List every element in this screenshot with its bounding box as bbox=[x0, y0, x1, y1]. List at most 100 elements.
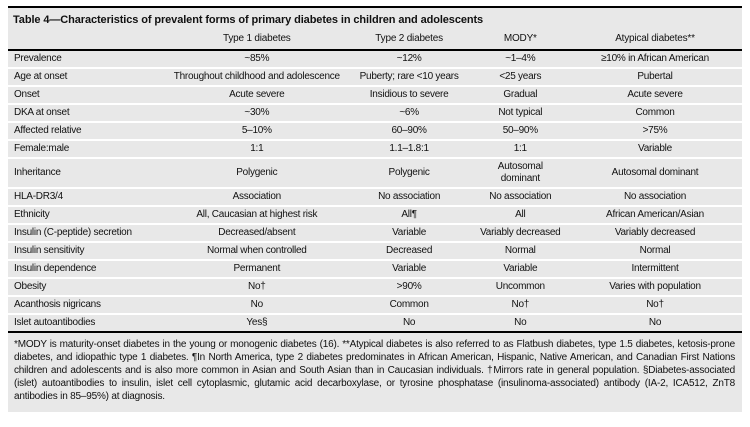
cell-value: Common bbox=[345, 296, 473, 315]
cell-value: Acute severe bbox=[568, 86, 742, 105]
cell-value: Association bbox=[168, 188, 346, 207]
cell-value: ~12% bbox=[345, 50, 473, 69]
column-header-atypical-diabetes: Atypical diabetes** bbox=[568, 32, 742, 51]
cell-value: 50–90% bbox=[472, 122, 568, 141]
cell-value: No† bbox=[472, 296, 568, 315]
row-label: Affected relative bbox=[8, 122, 168, 141]
cell-value: 5–10% bbox=[168, 122, 346, 141]
table-title: Table 4—Characteristics of prevalent for… bbox=[13, 14, 484, 26]
row-label: Inheritance bbox=[8, 158, 168, 189]
cell-value: No† bbox=[568, 296, 742, 315]
table-row: Acanthosis nigricans No Common No† No† bbox=[8, 296, 742, 315]
cell-value: ~85% bbox=[168, 50, 346, 69]
row-label: Onset bbox=[8, 86, 168, 105]
cell-value: No association bbox=[345, 188, 473, 207]
header-row: Type 1 diabetes Type 2 diabetes MODY* At… bbox=[8, 32, 742, 51]
cell-value: <25 years bbox=[472, 68, 568, 87]
table-header: Type 1 diabetes Type 2 diabetes MODY* At… bbox=[8, 32, 742, 51]
table-row: Ethnicity All, Caucasian at highest risk A… bbox=[8, 206, 742, 225]
cell-value: Variable bbox=[345, 224, 473, 243]
table-body: Prevalence ~85% ~12% ~1–4% ≥10% in African A… bbox=[8, 50, 742, 333]
cell-value: No bbox=[168, 296, 346, 315]
cell-value: Autosomal dominant bbox=[568, 158, 742, 189]
row-label: Islet autoantibodies bbox=[8, 314, 168, 333]
cell-value: Decreased bbox=[345, 242, 473, 261]
cell-value: Normal when controlled bbox=[168, 242, 346, 261]
cell-value: No bbox=[472, 314, 568, 333]
row-label: Ethnicity bbox=[8, 206, 168, 225]
row-label: Insulin sensitivity bbox=[8, 242, 168, 261]
cell-value: ~1–4% bbox=[472, 50, 568, 69]
table-row: Insulin (C-peptide) secretion Decreased/a… bbox=[8, 224, 742, 243]
table-footnote: *MODY is maturity-onset diabetes in the … bbox=[14, 339, 735, 402]
cell-value: Uncommon bbox=[472, 278, 568, 297]
table-row: Female:male 1:1 1.1–1.8:1 1:1 Variable bbox=[8, 140, 742, 159]
row-label: Female:male bbox=[8, 140, 168, 159]
cell-value: No association bbox=[568, 188, 742, 207]
table-row: Islet autoantibodies Yes§ No No No bbox=[8, 314, 742, 333]
cell-value: Variable bbox=[472, 260, 568, 279]
row-label: Acanthosis nigricans bbox=[8, 296, 168, 315]
cell-value: Throughout childhood and adolescence bbox=[168, 68, 346, 87]
table-container: Table 4—Characteristics of prevalent for… bbox=[8, 6, 742, 412]
cell-value: >90% bbox=[345, 278, 473, 297]
cell-value: >75% bbox=[568, 122, 742, 141]
cell-value: No† bbox=[168, 278, 346, 297]
row-label: Insulin (C-peptide) secretion bbox=[8, 224, 168, 243]
cell-value: Yes§ bbox=[168, 314, 346, 333]
cell-value: ~6% bbox=[345, 104, 473, 123]
column-header-mody: MODY* bbox=[472, 32, 568, 51]
cell-value: Varies with population bbox=[568, 278, 742, 297]
cell-value: All¶ bbox=[345, 206, 473, 225]
row-label: Insulin dependence bbox=[8, 260, 168, 279]
row-label: Age at onset bbox=[8, 68, 168, 87]
table-row: Affected relative 5–10% 60–90% 50–90% >75% bbox=[8, 122, 742, 141]
table-row: HLA-DR3/4 Association No association No ass… bbox=[8, 188, 742, 207]
cell-value: 1:1 bbox=[472, 140, 568, 159]
cell-value: African American/Asian bbox=[568, 206, 742, 225]
cell-value: Common bbox=[568, 104, 742, 123]
cell-value: Permanent bbox=[168, 260, 346, 279]
cell-value: Normal bbox=[472, 242, 568, 261]
cell-value: No association bbox=[472, 188, 568, 207]
cell-value: Not typical bbox=[472, 104, 568, 123]
row-label: Prevalence bbox=[8, 50, 168, 69]
cell-value: No bbox=[568, 314, 742, 333]
table-row: Insulin dependence Permanent Variable Varia… bbox=[8, 260, 742, 279]
cell-value: Variably decreased bbox=[472, 224, 568, 243]
cell-value: 1.1–1.8:1 bbox=[345, 140, 473, 159]
cell-value: Intermittent bbox=[568, 260, 742, 279]
row-label: DKA at onset bbox=[8, 104, 168, 123]
cell-value: All, Caucasian at highest risk bbox=[168, 206, 346, 225]
column-header-blank bbox=[8, 32, 168, 51]
cell-value: 60–90% bbox=[345, 122, 473, 141]
row-label: HLA-DR3/4 bbox=[8, 188, 168, 207]
table-row: DKA at onset ~30% ~6% Not typical Common bbox=[8, 104, 742, 123]
diabetes-table: Type 1 diabetes Type 2 diabetes MODY* At… bbox=[8, 32, 742, 333]
cell-value: ≥10% in African American bbox=[568, 50, 742, 69]
cell-value: Insidious to severe bbox=[345, 86, 473, 105]
table-row: Prevalence ~85% ~12% ~1–4% ≥10% in African A… bbox=[8, 50, 742, 69]
cell-value: Variable bbox=[568, 140, 742, 159]
table-row: Obesity No† >90% Uncommon Varies with popula… bbox=[8, 278, 742, 297]
cell-value: Autosomal dominant bbox=[472, 158, 568, 189]
cell-value: No bbox=[345, 314, 473, 333]
row-label: Obesity bbox=[8, 278, 168, 297]
table-row: Insulin sensitivity Normal when controlle… bbox=[8, 242, 742, 261]
cell-value: Decreased/absent bbox=[168, 224, 346, 243]
table-row: Inheritance Polygenic Polygenic Autosomal d… bbox=[8, 158, 742, 189]
cell-value: Gradual bbox=[472, 86, 568, 105]
cell-value: Pubertal bbox=[568, 68, 742, 87]
cell-value: Normal bbox=[568, 242, 742, 261]
cell-value: Variable bbox=[345, 260, 473, 279]
column-header-type2-diabetes: Type 2 diabetes bbox=[345, 32, 473, 51]
cell-value: Polygenic bbox=[168, 158, 346, 189]
cell-value: 1:1 bbox=[168, 140, 346, 159]
cell-value: Variably decreased bbox=[568, 224, 742, 243]
cell-value: Puberty; rare <10 years bbox=[345, 68, 473, 87]
cell-value: Acute severe bbox=[168, 86, 346, 105]
table-row: Age at onset Throughout childhood and ado… bbox=[8, 68, 742, 87]
table-row: Onset Acute severe Insidious to severe Grad… bbox=[8, 86, 742, 105]
column-header-type1-diabetes: Type 1 diabetes bbox=[168, 32, 346, 51]
